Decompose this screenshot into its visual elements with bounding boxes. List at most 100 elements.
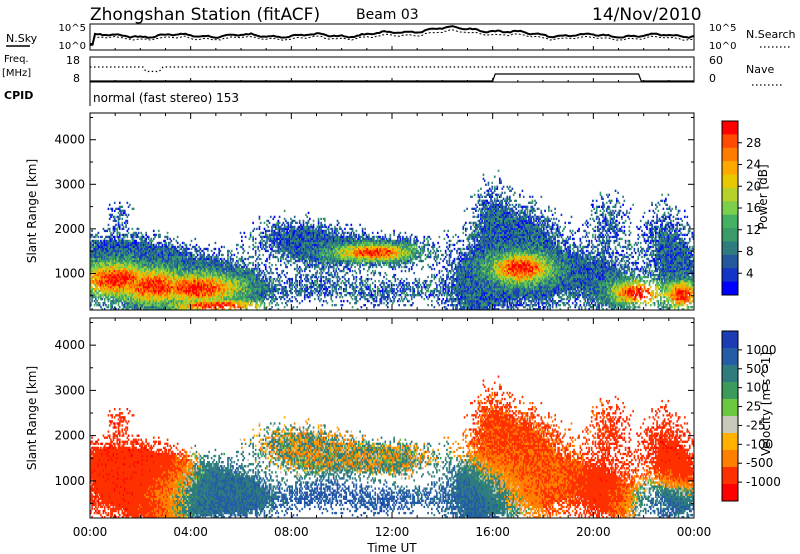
- power-cell: [291, 286, 293, 288]
- power-cell: [277, 292, 279, 294]
- power-cell: [121, 224, 123, 226]
- power-cell: [277, 220, 279, 222]
- power-cell: [277, 224, 279, 226]
- power-cell: [98, 298, 100, 300]
- power-cell: [231, 262, 233, 264]
- power-cell: [135, 232, 137, 234]
- freq-tick-low: 8: [73, 72, 80, 85]
- power-cell: [299, 272, 301, 274]
- nave-tick-low: 0: [709, 72, 716, 85]
- power-cell: [121, 222, 123, 224]
- power-cell: [114, 202, 116, 204]
- power-cell: [294, 258, 296, 260]
- power-cell: [222, 254, 224, 256]
- power-cell: [231, 250, 233, 252]
- power-cell: [232, 258, 234, 260]
- power-cell: [221, 304, 223, 306]
- power-cell: [111, 214, 113, 216]
- power-cell: [269, 262, 271, 264]
- power-cell: [299, 280, 301, 282]
- power-cell: [145, 232, 147, 234]
- power-cell: [197, 306, 199, 308]
- power-cell: [271, 228, 273, 230]
- power-cell: [290, 258, 292, 260]
- power-cell: [155, 244, 157, 246]
- power-cell: [250, 262, 252, 264]
- power-cell: [296, 274, 298, 276]
- power-cell: [128, 214, 130, 216]
- freq-label-1: Freq.: [4, 54, 29, 65]
- power-cell: [167, 236, 169, 238]
- power-cell: [291, 292, 293, 294]
- power-cell: [159, 236, 161, 238]
- power-cell: [259, 234, 261, 236]
- noise-right-tick-high: 10^5: [709, 23, 736, 34]
- power-cell: [265, 274, 267, 276]
- power-cell: [270, 236, 272, 238]
- power-cell: [104, 238, 106, 240]
- power-cell: [294, 216, 296, 218]
- power-cell: [259, 250, 261, 252]
- power-cell: [266, 280, 268, 282]
- power-cell: [230, 260, 232, 262]
- power-cell: [241, 256, 243, 258]
- power-cell: [191, 252, 193, 254]
- power-cell: [109, 204, 111, 206]
- power-cell: [266, 278, 268, 280]
- power-cell: [108, 208, 110, 210]
- noise-right-tick-low: 10^0: [709, 41, 736, 52]
- power-cell: [252, 236, 254, 238]
- power-cell: [155, 234, 157, 236]
- power-cell: [132, 228, 134, 230]
- power-cell: [276, 268, 278, 270]
- power-cell: [255, 254, 257, 256]
- power-cell: [254, 272, 256, 274]
- power-cell: [295, 268, 297, 270]
- power-cell: [283, 270, 285, 272]
- power-cell: [91, 278, 93, 280]
- power-cell: [96, 234, 98, 236]
- power-cell: [269, 302, 271, 304]
- power-cell: [294, 262, 296, 264]
- power-cell: [296, 280, 298, 282]
- power-cell: [290, 260, 292, 262]
- power-cell: [222, 264, 224, 266]
- nave-label: Nave: [746, 63, 774, 76]
- power-cell: [250, 234, 252, 236]
- power-cell: [266, 292, 268, 294]
- power-cell: [108, 224, 110, 226]
- power-cell: [230, 256, 232, 258]
- power-cell: [133, 238, 135, 240]
- power-cell: [123, 226, 125, 228]
- power-cell: [150, 242, 152, 244]
- power-cell: [252, 222, 254, 224]
- power-cell: [242, 252, 244, 254]
- power-cell: [250, 232, 252, 234]
- power-cell: [252, 248, 254, 250]
- power-cell: [270, 244, 272, 246]
- power-cell: [213, 252, 215, 254]
- power-cell: [262, 278, 264, 280]
- power-cell: [104, 300, 106, 302]
- power-cell: [257, 246, 259, 248]
- power-cell: [274, 294, 276, 296]
- power-cell: [290, 264, 292, 266]
- power-cell: [275, 280, 277, 282]
- power-cell: [267, 226, 269, 228]
- power-cell: [208, 244, 210, 246]
- noise-search-label: N.Search: [746, 28, 796, 41]
- power-cell: [198, 246, 200, 248]
- power-cell: [265, 244, 267, 246]
- power-cell: [227, 258, 229, 260]
- power-cell: [100, 306, 102, 308]
- power-cell: [119, 232, 121, 234]
- power-cell: [119, 224, 121, 226]
- power-cell: [109, 218, 111, 220]
- power-cell: [95, 290, 97, 292]
- power-cell: [252, 264, 254, 266]
- power-cell: [294, 226, 296, 228]
- power-cell: [261, 242, 263, 244]
- power-cell: [286, 282, 288, 284]
- power-cell: [111, 208, 113, 210]
- power-cell: [95, 298, 97, 300]
